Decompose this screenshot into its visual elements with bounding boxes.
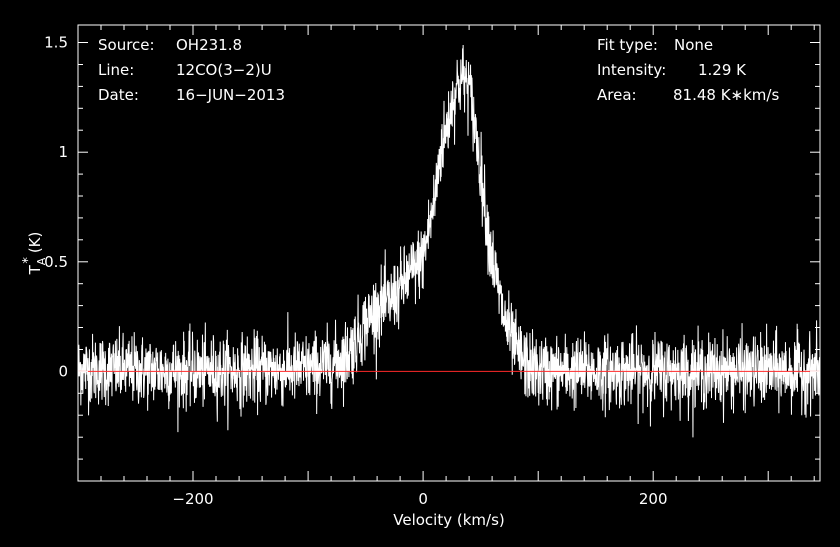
axis-ticks (77, 25, 820, 481)
source-label: Source: (98, 36, 155, 54)
y-tick-label-0: 0 (58, 362, 68, 380)
x-tick-label-200: 200 (639, 490, 668, 508)
y-tick-label-0-5: 0.5 (44, 253, 68, 271)
line-value: 12CO(3−2)U (176, 61, 272, 79)
y-tick-label-1: 1 (58, 143, 68, 161)
y-axis-superscript: * (21, 257, 36, 264)
spectrum-layer (77, 45, 821, 438)
source-value: OH231.8 (176, 36, 242, 54)
area-label: Area: (597, 86, 637, 104)
x-axis-title: Velocity (km/s) (393, 511, 504, 529)
fit-type-value: None (674, 36, 713, 54)
annotation-right: Fit type: None Intensity: 1.29 K Area: 8… (597, 36, 779, 104)
fit-type-label: Fit type: (597, 36, 658, 54)
y-tick-label-1-5: 1.5 (44, 34, 68, 52)
date-value: 16−JUN−2013 (176, 86, 285, 104)
annotation-left: Source: OH231.8 Line: 12CO(3−2)U Date: 1… (98, 36, 285, 104)
x-tick-label-0: 0 (418, 490, 428, 508)
y-axis-subscript: A (35, 257, 48, 265)
date-label: Date: (98, 86, 139, 104)
y-axis-title: TA* (K) (21, 232, 48, 276)
area-value: 81.48 K∗km/s (673, 86, 779, 104)
intensity-value: 1.29 K (698, 61, 747, 79)
x-tick-label-neg200: −200 (172, 490, 213, 508)
spectrum-line (77, 45, 821, 438)
line-label: Line: (98, 61, 134, 79)
y-axis-symbol: T (26, 264, 44, 275)
x-tick-labels: −200 0 200 (172, 490, 667, 508)
svg-text:TA*(K): TA* (K) (21, 232, 48, 276)
intensity-label: Intensity: (597, 61, 666, 79)
y-tick-labels: 0 0.5 1 1.5 (44, 34, 68, 381)
y-axis-unit: (K) (26, 232, 44, 254)
plot-frame (77, 24, 821, 482)
